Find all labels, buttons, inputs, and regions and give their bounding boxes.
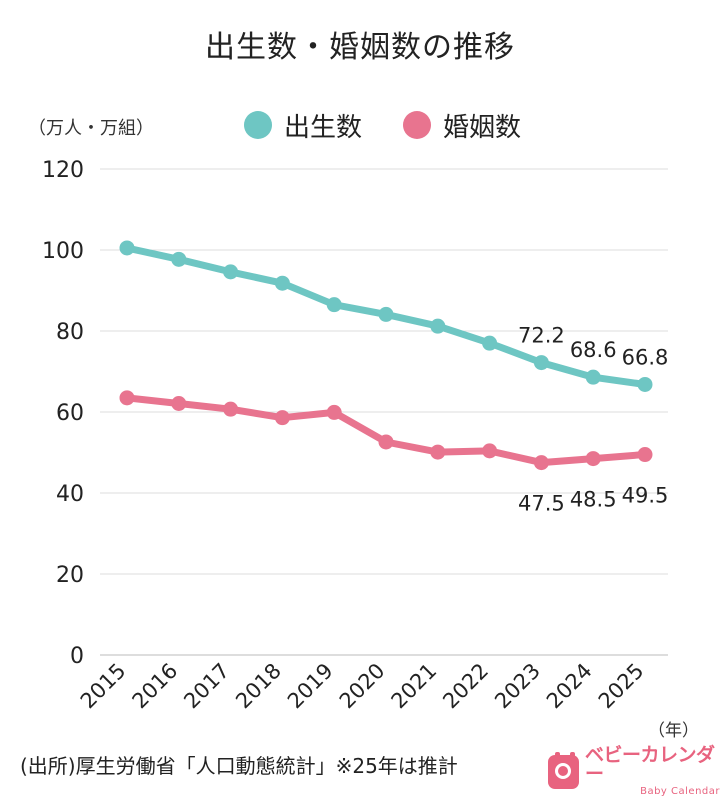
logo-subtitle: Baby Calendar bbox=[640, 786, 720, 797]
data-point bbox=[482, 443, 498, 459]
data-point bbox=[430, 318, 446, 334]
x-tick-label: 2018 bbox=[231, 659, 286, 714]
x-tick-label: 2022 bbox=[438, 659, 493, 714]
legend-marker-births bbox=[244, 111, 272, 139]
data-label: 47.5 bbox=[518, 492, 565, 516]
data-point bbox=[482, 335, 498, 351]
data-point bbox=[585, 451, 601, 467]
x-tick-label: 2019 bbox=[283, 659, 338, 714]
legend-label-births: 出生数 bbox=[284, 112, 363, 143]
y-tick-label: 100 bbox=[42, 239, 84, 264]
x-tick-label: 2017 bbox=[179, 659, 234, 714]
data-point bbox=[326, 404, 342, 420]
chart-title: 出生数・婚姻数の推移 bbox=[205, 30, 515, 65]
data-point bbox=[637, 376, 653, 392]
x-axis-unit-label: （年） bbox=[648, 721, 699, 741]
data-point bbox=[274, 275, 290, 291]
data-point bbox=[585, 369, 601, 385]
data-label: 72.2 bbox=[518, 324, 565, 348]
data-point bbox=[119, 390, 135, 406]
x-tick-label: 2025 bbox=[594, 659, 649, 714]
data-point bbox=[326, 297, 342, 313]
source-note: (出所)厚生労働省「人口動態統計」※25年は推計 bbox=[20, 754, 458, 778]
y-tick-label: 120 bbox=[42, 158, 84, 183]
y-tick-label: 80 bbox=[56, 320, 84, 345]
calendar-icon bbox=[548, 751, 580, 789]
logo-wordmark: ベビーカレンダー bbox=[585, 744, 715, 785]
x-tick-label: 2024 bbox=[542, 659, 597, 714]
data-point bbox=[533, 355, 549, 371]
legend-marker-marriages bbox=[403, 111, 431, 139]
y-tick-label: 20 bbox=[56, 563, 84, 588]
data-point bbox=[637, 447, 653, 463]
data-point bbox=[223, 264, 239, 280]
x-tick-label: 2021 bbox=[387, 659, 442, 714]
data-point bbox=[119, 240, 135, 256]
data-point bbox=[274, 410, 290, 426]
data-label: 66.8 bbox=[622, 345, 669, 369]
y-tick-label: 40 bbox=[56, 482, 84, 507]
y-tick-label: 60 bbox=[56, 401, 84, 426]
y-tick-label: 0 bbox=[70, 644, 84, 669]
brand-logo: ベビーカレンダー Baby Calendar bbox=[548, 746, 720, 797]
data-label: 48.5 bbox=[570, 488, 617, 512]
y-axis-unit-label: （万人・万組） bbox=[28, 118, 154, 139]
data-point bbox=[171, 251, 187, 267]
legend-item-births: 出生数 bbox=[244, 108, 363, 143]
data-point bbox=[430, 444, 446, 460]
legend-item-marriages: 婚姻数 bbox=[403, 108, 522, 143]
x-tick-label: 2023 bbox=[490, 659, 545, 714]
data-point bbox=[378, 306, 394, 322]
x-tick-label: 2016 bbox=[128, 659, 183, 714]
x-tick-label: 2020 bbox=[335, 659, 390, 714]
data-label: 49.5 bbox=[622, 484, 669, 508]
data-point bbox=[533, 455, 549, 471]
data-point bbox=[223, 401, 239, 417]
data-point bbox=[378, 434, 394, 450]
legend-label-marriages: 婚姻数 bbox=[443, 112, 522, 143]
data-point bbox=[171, 395, 187, 411]
data-label: 68.6 bbox=[570, 338, 617, 362]
series-line-1 bbox=[123, 394, 649, 467]
